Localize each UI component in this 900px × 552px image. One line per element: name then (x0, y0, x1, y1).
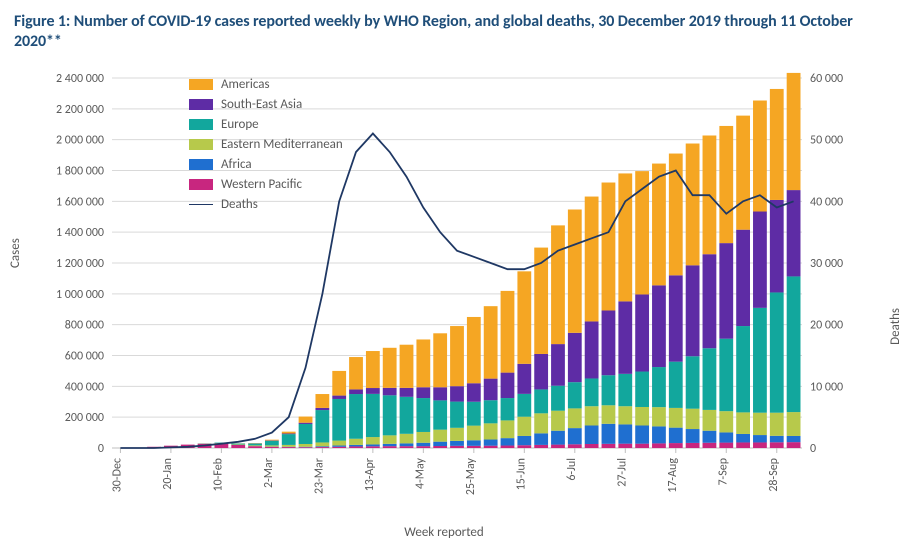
svg-text:50 000: 50 000 (810, 134, 843, 148)
svg-text:400 000: 400 000 (65, 380, 104, 394)
legend-label: Deaths (221, 197, 258, 212)
svg-text:10 000: 10 000 (810, 380, 843, 394)
legend-label: Eastern Mediterranean (221, 137, 343, 152)
legend: Americas South-East Asia Europe Eastern Med… (189, 74, 343, 214)
legend-line-swatch (189, 204, 213, 205)
svg-text:2 200 000: 2 200 000 (56, 103, 104, 117)
legend-item-sear: South-East Asia (189, 94, 343, 114)
svg-text:20-Jan: 20-Jan (161, 458, 175, 490)
legend-item-africa: Africa (189, 154, 343, 174)
svg-text:20 000: 20 000 (810, 319, 843, 333)
legend-label: Africa (221, 157, 252, 172)
chart-svg: 0 200 000 400 000 600 000 800 000 1 000 000 1 … (14, 58, 874, 538)
svg-text:2-Mar: 2-Mar (262, 458, 276, 488)
svg-text:23-Mar: 23-Mar (312, 458, 326, 494)
svg-text:40 000: 40 000 (810, 195, 843, 209)
svg-text:1 000 000: 1 000 000 (56, 288, 104, 302)
legend-item-europe: Europe (189, 114, 343, 134)
legend-item-wpr: Western Pacific (189, 174, 343, 194)
svg-text:0: 0 (98, 442, 104, 456)
svg-text:10-Feb: 10-Feb (211, 458, 225, 491)
legend-label: Americas (221, 77, 270, 92)
legend-swatch (189, 139, 213, 150)
svg-text:60 000: 60 000 (810, 72, 843, 86)
svg-text:1 600 000: 1 600 000 (56, 195, 104, 209)
chart-area: 0 200 000 400 000 600 000 800 000 1 000 000 1 … (14, 58, 874, 538)
svg-text:27-Jul: 27-Jul (615, 458, 629, 487)
svg-text:17-Aug: 17-Aug (666, 458, 680, 493)
svg-text:1 800 000: 1 800 000 (56, 165, 104, 179)
y1-axis-label: Cases (8, 238, 23, 268)
legend-swatch (189, 99, 213, 110)
svg-text:1 400 000: 1 400 000 (56, 226, 104, 240)
legend-swatch (189, 119, 213, 130)
svg-text:1 200 000: 1 200 000 (56, 257, 104, 271)
legend-swatch (189, 159, 213, 170)
svg-text:25-May: 25-May (464, 457, 478, 495)
svg-text:15-Jun: 15-Jun (514, 458, 528, 490)
svg-text:200 000: 200 000 (65, 411, 104, 425)
figure-container: Figure 1: Number of COVID-19 cases repor… (0, 0, 900, 552)
svg-text:2 400 000: 2 400 000 (56, 72, 104, 86)
legend-swatch (189, 79, 213, 90)
legend-label: South-East Asia (221, 97, 302, 112)
y2-axis-label: Deaths (888, 308, 900, 345)
legend-item-emro: Eastern Mediterranean (189, 134, 343, 154)
svg-text:4-May: 4-May (413, 457, 427, 489)
svg-text:0: 0 (810, 442, 816, 456)
legend-item-americas: Americas (189, 74, 343, 94)
legend-label: Europe (221, 117, 259, 132)
svg-text:30-Dec: 30-Dec (110, 458, 124, 492)
svg-text:600 000: 600 000 (65, 350, 104, 364)
svg-text:7-Sep: 7-Sep (716, 458, 730, 486)
x-axis-label: Week reported (14, 525, 874, 540)
svg-text:800 000: 800 000 (65, 319, 104, 333)
figure-title: Figure 1: Number of COVID-19 cases repor… (14, 12, 880, 52)
svg-text:13-Apr: 13-Apr (363, 458, 377, 491)
svg-text:28-Sep: 28-Sep (767, 458, 781, 492)
svg-text:30 000: 30 000 (810, 257, 843, 271)
legend-label: Western Pacific (221, 177, 302, 192)
legend-swatch (189, 179, 213, 190)
svg-text:2 000 000: 2 000 000 (56, 134, 104, 148)
svg-text:6-Jul: 6-Jul (565, 458, 579, 481)
legend-item-deaths: Deaths (189, 194, 343, 214)
